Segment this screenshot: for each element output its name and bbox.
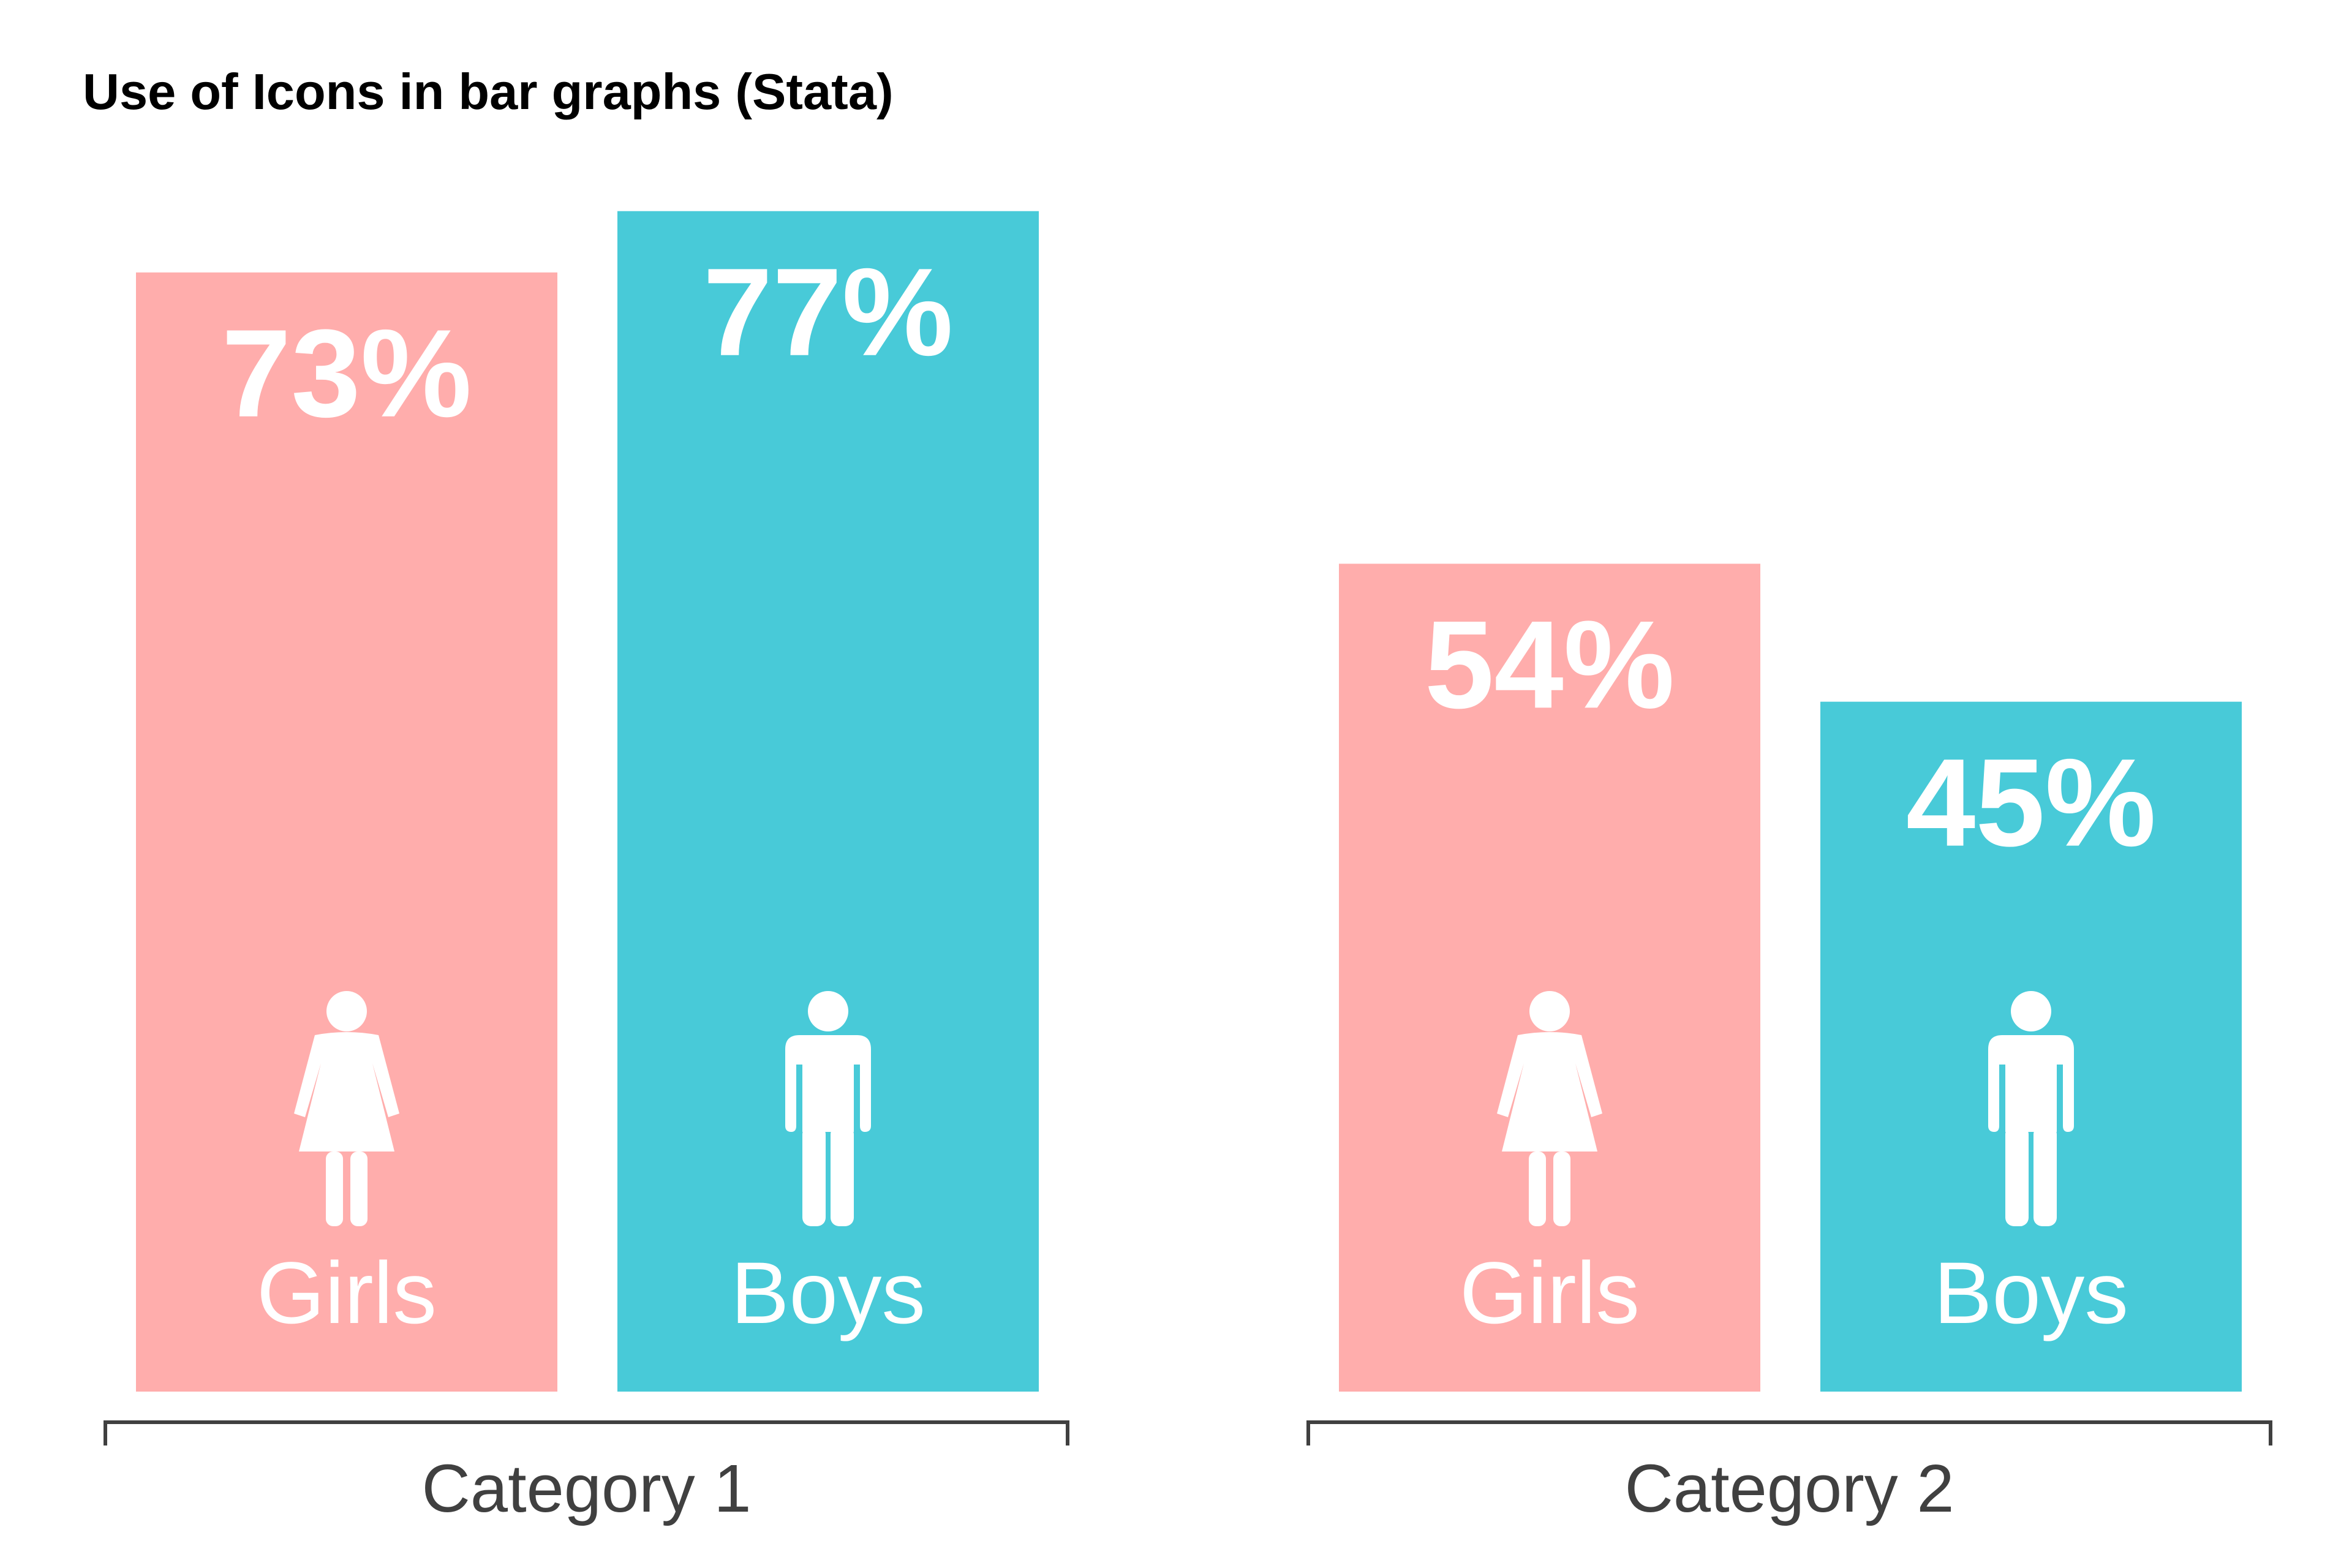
category-bracket-1 xyxy=(104,1420,1069,1446)
icon-head xyxy=(326,991,367,1031)
icon-head xyxy=(808,991,848,1031)
icon-leg-left xyxy=(2005,1126,2029,1226)
value-label-boys-1: 77% xyxy=(703,243,953,382)
icon-body xyxy=(785,1035,871,1132)
icon-leg-right xyxy=(831,1126,854,1226)
male-figure-icon xyxy=(1988,991,2074,1226)
bar-name-label-boys-2: Boys xyxy=(1934,1245,2128,1342)
bar-girls-1 xyxy=(136,272,557,1392)
female-figure-icon xyxy=(1497,991,1602,1226)
bar-name-label-girls-2: Girls xyxy=(1460,1245,1640,1342)
chart-title: Use of Icons in bar graphs (Stata) xyxy=(83,63,894,120)
bar-boys-1 xyxy=(617,211,1039,1392)
female-figure-icon xyxy=(294,991,399,1226)
plot-area: 73% Girls 77% Boys Category 1 54% Girls 45% Boys… xyxy=(104,211,2272,1526)
icon-head xyxy=(2011,991,2051,1031)
icon-leg-right xyxy=(350,1152,368,1226)
bar-name-label-girls-1: Girls xyxy=(257,1245,437,1342)
icon-leg-right xyxy=(2034,1126,2057,1226)
bar-group-girls-1: 73% Girls xyxy=(136,272,557,1392)
bar-group-girls-2: 54% Girls xyxy=(1339,564,1760,1392)
bar-name-label-boys-1: Boys xyxy=(731,1245,925,1342)
icon-body xyxy=(1988,1035,2074,1132)
category-label-1: Category 1 xyxy=(421,1451,751,1526)
icon-leg-left xyxy=(326,1152,343,1226)
icon-leg-right xyxy=(1553,1152,1570,1226)
bar-group-boys-2: 45% Boys xyxy=(1820,701,2242,1392)
icon-head xyxy=(1529,991,1570,1031)
icon-leg-left xyxy=(802,1126,826,1226)
value-label-boys-2: 45% xyxy=(1906,733,2156,873)
icon-body xyxy=(1497,1032,1602,1152)
icon-body xyxy=(294,1032,399,1152)
icon-leg-left xyxy=(1529,1152,1546,1226)
value-label-girls-1: 73% xyxy=(222,304,472,443)
male-figure-icon xyxy=(785,991,871,1226)
value-label-girls-2: 54% xyxy=(1425,595,1675,734)
bar-girls-2 xyxy=(1339,564,1760,1392)
category-label-2: Category 2 xyxy=(1624,1451,1954,1526)
category-bracket-2 xyxy=(1306,1420,2272,1446)
bar-group-boys-1: 77% Boys xyxy=(617,211,1039,1392)
